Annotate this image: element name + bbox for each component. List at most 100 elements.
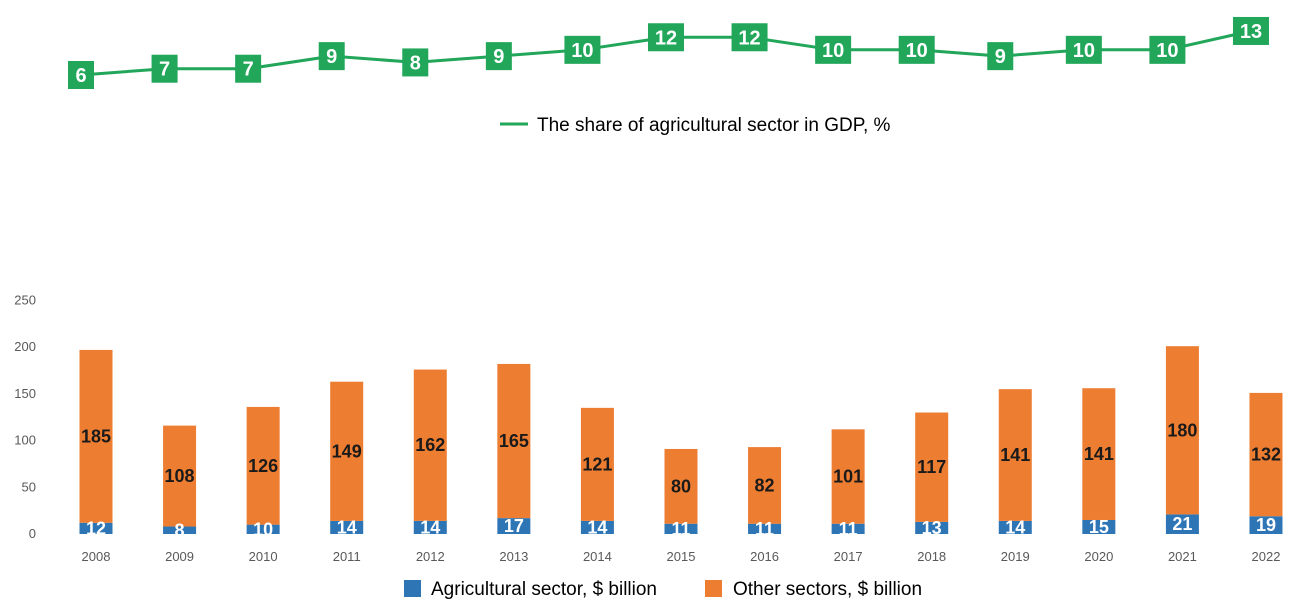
y-tick-label: 150 [14, 386, 36, 401]
share-marker [402, 48, 429, 77]
bar-other [497, 363, 531, 519]
x-tick-label: 2009 [165, 549, 194, 564]
share-marker [318, 42, 345, 71]
bar-label-agricultural: 10 [253, 519, 273, 539]
bar-agricultural [1165, 514, 1199, 534]
bar-label-agricultural: 11 [755, 519, 774, 539]
bar-other [1165, 346, 1199, 515]
bar-agricultural [330, 520, 364, 534]
share-value-label: 6 [75, 65, 86, 87]
x-axis-ticks: 2008 2009 2010 2011 2012 2013 2014 2015 2016 2017… [82, 549, 1281, 564]
bar-label-other: 121 [582, 454, 612, 474]
share-value-label: 9 [326, 46, 337, 68]
bar-label-other: 126 [248, 456, 278, 476]
share-line-group: 6 7 7 9 8 9 10 12 12 10 10 9 10 10 13 [68, 16, 1269, 89]
bar-label-agricultural: 8 [175, 520, 185, 540]
share-value-label: 10 [1073, 40, 1095, 62]
share-marker [485, 42, 512, 71]
share-value-label: 9 [995, 46, 1006, 68]
legend-label-other: Other sectors, $ billion [733, 579, 922, 600]
x-tick-label: 2008 [82, 549, 111, 564]
x-tick-label: 2014 [583, 549, 612, 564]
bar-label-agricultural: 11 [671, 519, 690, 539]
x-tick-label: 2016 [750, 549, 779, 564]
share-value-label: 7 [159, 59, 170, 81]
share-marker [564, 35, 601, 64]
x-tick-label: 2018 [917, 549, 946, 564]
share-marker [1065, 35, 1102, 64]
x-tick-label: 2012 [416, 549, 445, 564]
share-value-label: 9 [493, 46, 504, 68]
x-tick-label: 2011 [333, 549, 361, 564]
bar-label-other: 101 [833, 467, 863, 487]
x-tick-label: 2017 [834, 549, 863, 564]
x-tick-label: 2013 [499, 549, 528, 564]
y-tick-label: 100 [14, 433, 36, 448]
y-axis-ticks: 0 50 100 150 200 250 [14, 292, 36, 541]
bar-agricultural [79, 522, 113, 534]
share-line [69, 29, 1252, 79]
share-marker [815, 35, 852, 64]
bar-agricultural [915, 521, 949, 534]
bar-label-other: 80 [671, 476, 691, 496]
bar-other [330, 381, 364, 521]
legend-label-agricultural: Agricultural sector, $ billion [431, 579, 657, 600]
bar-legend: Agricultural sector, $ billion Other sec… [404, 579, 922, 600]
bar-label-agricultural: 13 [922, 518, 942, 538]
bar-agricultural [163, 526, 197, 534]
share-marker [987, 42, 1014, 71]
share-value-label: 10 [571, 40, 593, 62]
bar-label-agricultural: 21 [1172, 514, 1192, 534]
y-tick-label: 50 [22, 479, 36, 494]
bar-label-other: 132 [1251, 445, 1281, 465]
share-marker [1232, 16, 1269, 45]
bar-agricultural [413, 520, 447, 534]
bar-label-other: 108 [165, 466, 195, 486]
bar-label-agricultural: 15 [1089, 517, 1109, 537]
bar-label-agricultural: 14 [337, 517, 357, 537]
x-tick-label: 2019 [1001, 549, 1030, 564]
bar-label-agricultural: 14 [420, 517, 440, 537]
bar-label-agricultural: 12 [86, 518, 106, 538]
legend-swatch-other [705, 580, 722, 597]
bar-label-other: 82 [755, 475, 775, 495]
bar-other [79, 349, 113, 523]
bar-agricultural [246, 524, 280, 534]
share-value-label: 8 [410, 52, 421, 74]
x-tick-label: 2021 [1168, 549, 1197, 564]
bar-agricultural [580, 520, 614, 534]
x-tick-label: 2022 [1252, 549, 1281, 564]
bar-label-other: 117 [917, 457, 946, 477]
bar-agricultural [831, 523, 865, 534]
bar-label-agricultural: 14 [1005, 517, 1025, 537]
share-marker [647, 23, 684, 52]
bar-other [413, 369, 447, 521]
bar-other [163, 425, 197, 527]
x-tick-label: 2015 [667, 549, 696, 564]
bar-label-other: 180 [1167, 420, 1197, 440]
share-value-label: 7 [243, 59, 254, 81]
bar-other [748, 447, 782, 524]
y-tick-label: 200 [14, 339, 36, 354]
bar-other [580, 407, 614, 521]
bar-other [1249, 392, 1283, 517]
bar-label-agricultural: 14 [587, 517, 607, 537]
share-marker [1149, 35, 1186, 64]
y-tick-label: 250 [14, 292, 36, 307]
bar-other [998, 389, 1032, 521]
bar-other [915, 412, 949, 522]
bar-other [664, 448, 698, 524]
bar-label-other: 141 [1084, 444, 1114, 464]
x-tick-label: 2020 [1084, 549, 1113, 564]
bar-label-other: 162 [415, 435, 445, 455]
share-marker [68, 61, 94, 89]
x-tick-label: 2010 [249, 549, 278, 564]
bar-agricultural [664, 523, 698, 534]
bar-other [1082, 388, 1116, 520]
share-value-label: 12 [655, 27, 677, 49]
share-value-label: 10 [822, 40, 844, 62]
share-marker [151, 54, 178, 83]
legend-swatch-agricultural [404, 580, 421, 597]
